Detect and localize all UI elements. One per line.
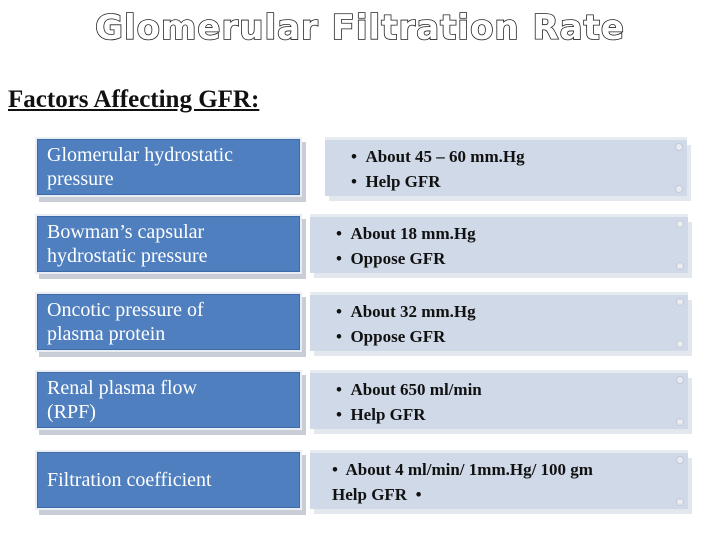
corner-dot-icon [676,262,684,270]
factor-detail-box: About 18 mm.Hg Oppose GFR [310,217,688,273]
factor-detail-item: Oppose GFR [336,246,688,271]
factor-detail-item: About 32 mm.Hg [336,299,688,324]
factor-detail-line: Help GFR • [332,485,422,504]
corner-dot-icon [675,143,683,151]
corner-dot-icon [676,298,684,306]
factor-name: Renal plasma flow (RPF) [47,377,197,423]
factor-detail-list: About 650 ml/min Help GFR [336,377,688,427]
factor-name: Bowman’s capsular hydrostatic pressure [47,221,208,267]
factor-detail-box: • About 4 ml/min/ 1mm.Hg/ 100 gm Help GF… [310,453,688,509]
corner-dot-icon [676,376,684,384]
factor-detail-item: Help GFR [336,402,688,427]
factor-name-box: Bowman’s capsular hydrostatic pressure [35,214,302,274]
factor-detail-box: About 650 ml/min Help GFR [310,373,688,429]
factor-name: Filtration coefficient [47,469,212,491]
factor-detail-box: About 32 mm.Hg Oppose GFR [310,295,688,351]
factor-row: Bowman’s capsular hydrostatic pressure A… [0,214,720,284]
factor-name-box: Glomerular hydrostatic pressure [35,137,302,197]
factor-detail-list: About 18 mm.Hg Oppose GFR [336,221,688,271]
factor-row: Filtration coefficient • About 4 ml/min/… [0,450,720,520]
slide-title: Glomerular Filtration Rate [94,7,625,49]
factor-detail-list: About 32 mm.Hg Oppose GFR [336,299,688,349]
factor-row: Renal plasma flow (RPF) About 650 ml/min… [0,370,720,440]
factor-detail-list: About 45 – 60 mm.Hg Help GFR [351,144,687,194]
corner-dot-icon [676,456,684,464]
factor-detail-item: About 45 – 60 mm.Hg [351,144,687,169]
corner-dot-icon [676,340,684,348]
factor-row: Oncotic pressure of plasma protein About… [0,292,720,362]
factor-detail-box: About 45 – 60 mm.Hg Help GFR [325,140,687,196]
corner-dot-icon [676,418,684,426]
corner-dot-icon [676,498,684,506]
factor-detail-line: • About 4 ml/min/ 1mm.Hg/ 100 gm [332,460,593,479]
factor-detail-item: Oppose GFR [336,324,688,349]
factor-detail-item: Help GFR [351,169,687,194]
corner-dot-icon [676,220,684,228]
factor-name: Oncotic pressure of plasma protein [47,299,204,345]
slide-subtitle: Factors Affecting GFR: [8,86,260,113]
factor-name-box: Filtration coefficient [35,450,302,510]
factor-detail-item: About 18 mm.Hg [336,221,688,246]
factor-name-box: Oncotic pressure of plasma protein [35,292,302,352]
factor-name-box: Renal plasma flow (RPF) [35,370,302,430]
corner-dot-icon [675,185,683,193]
factor-row: Glomerular hydrostatic pressure About 45… [0,137,720,207]
factor-name: Glomerular hydrostatic pressure [47,144,234,190]
factor-detail-item: About 650 ml/min [336,377,688,402]
